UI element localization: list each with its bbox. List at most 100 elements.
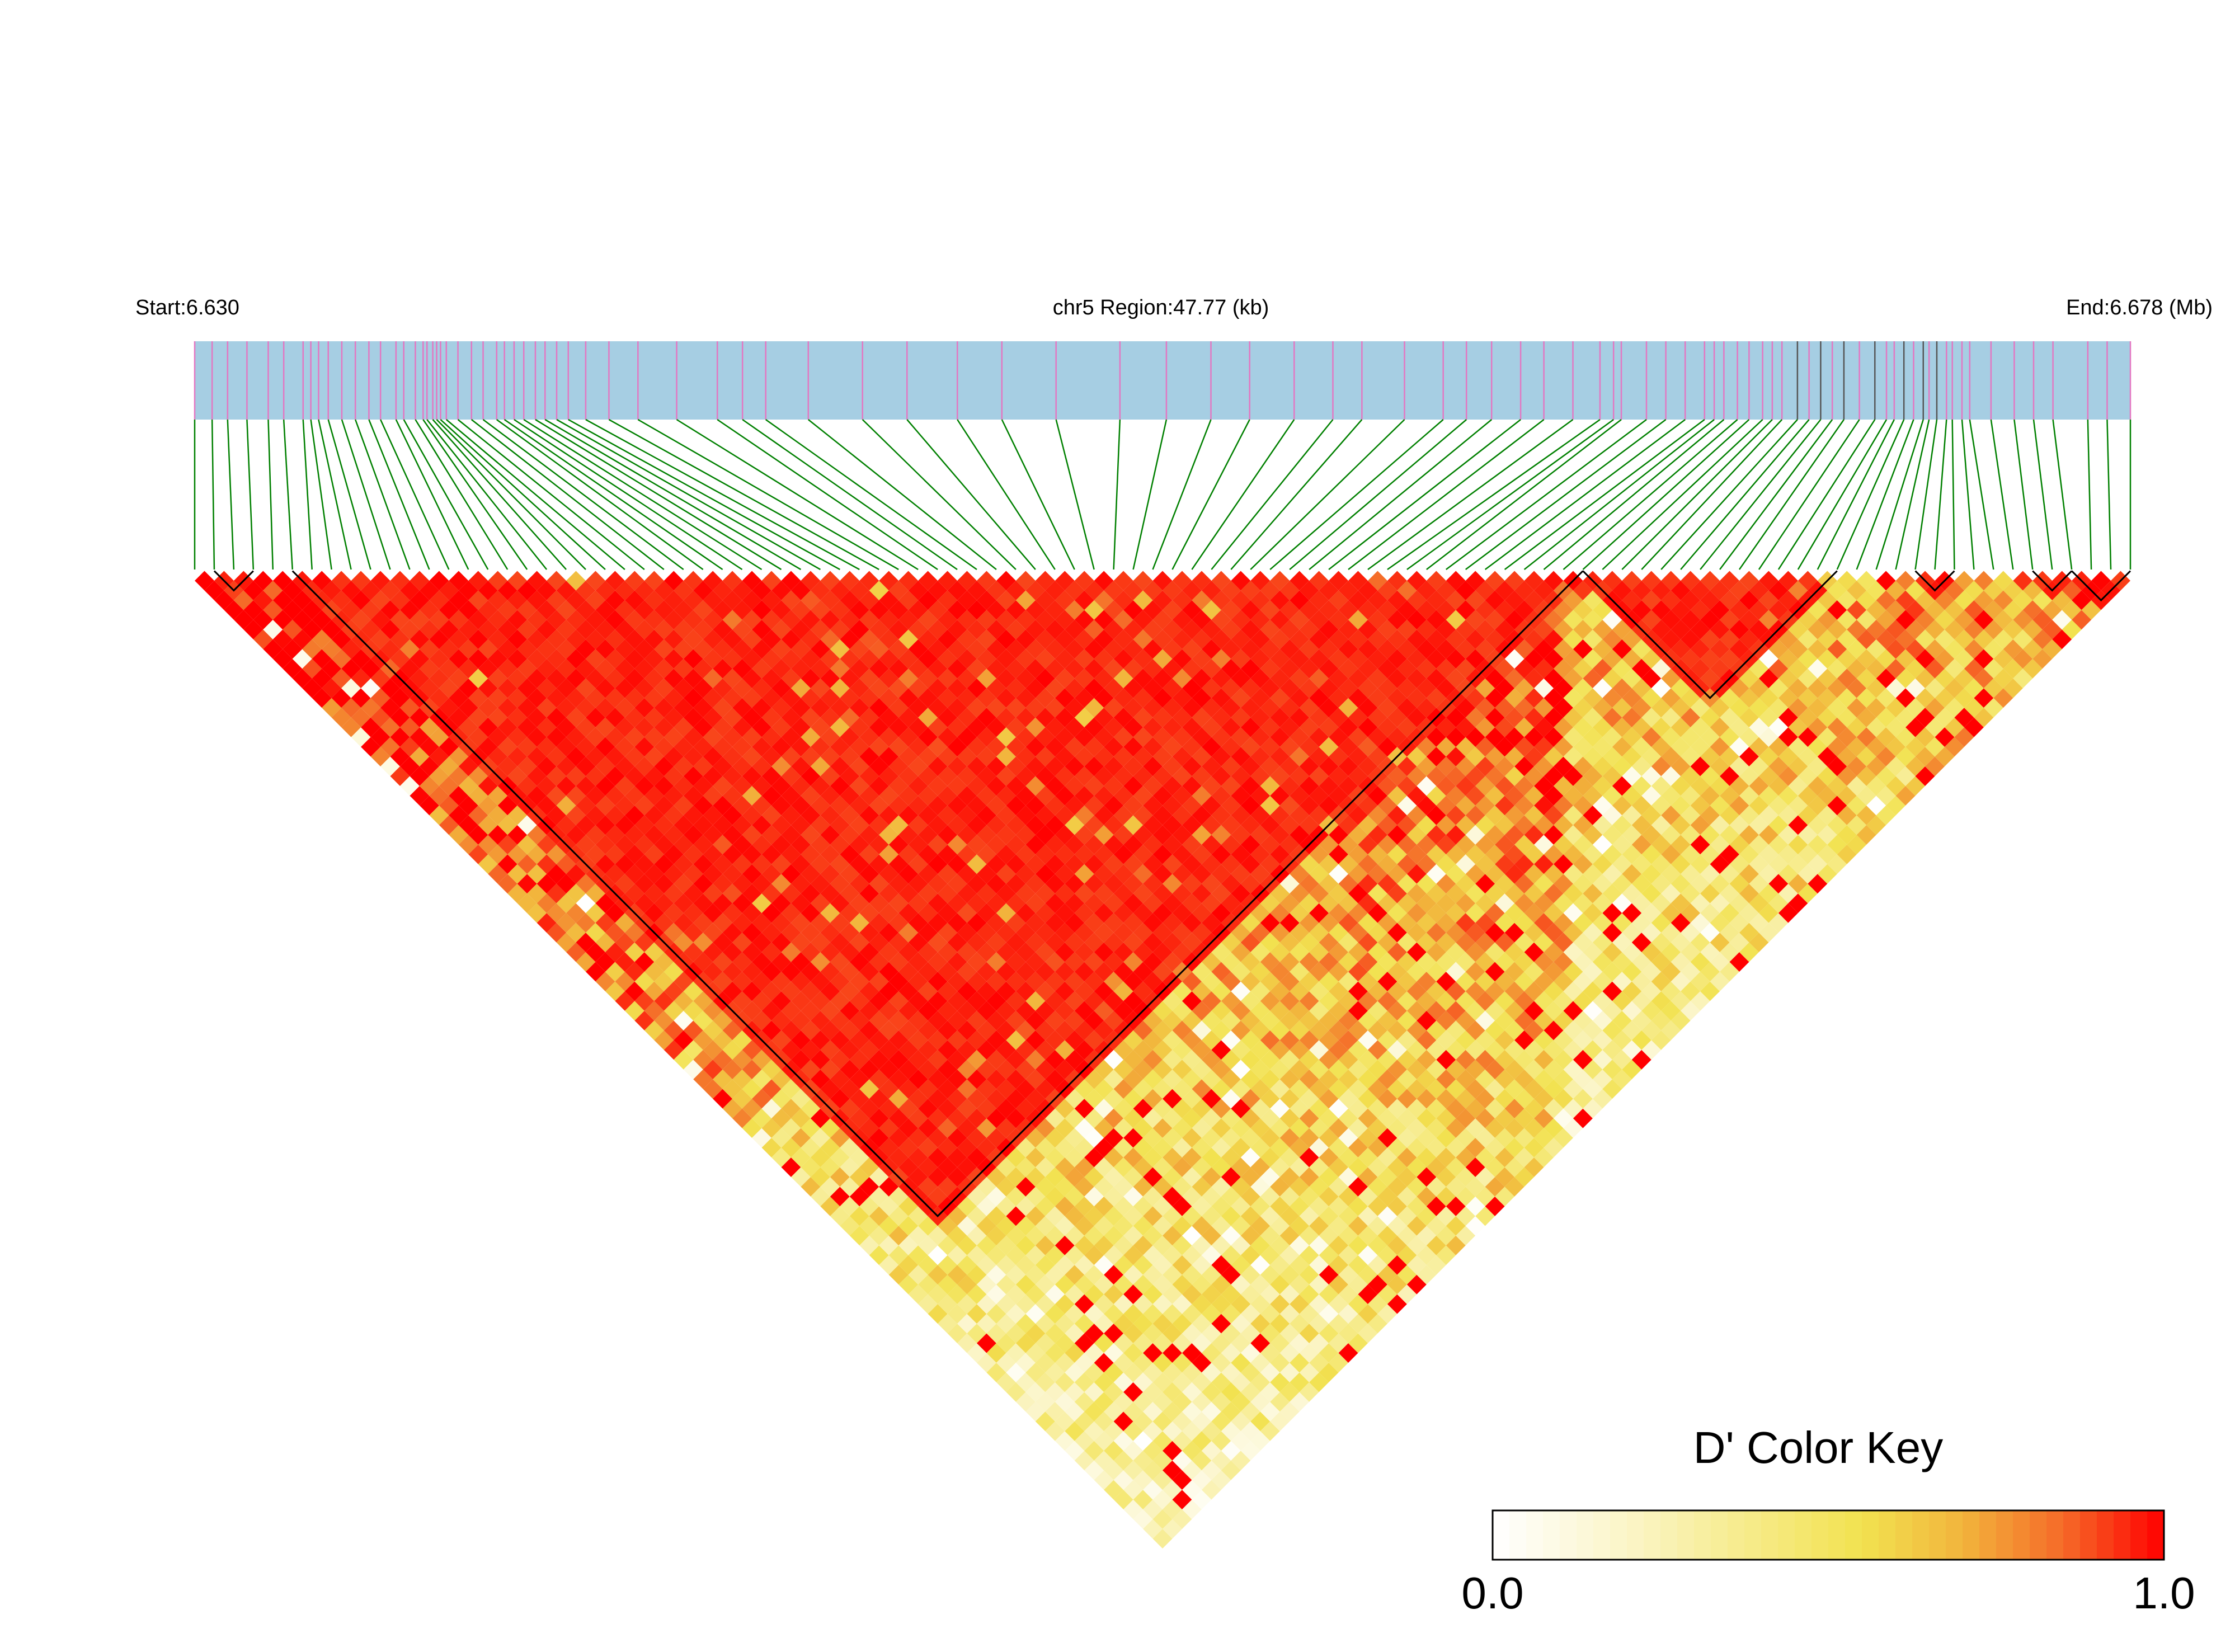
ld-cell bbox=[1406, 1001, 1427, 1021]
ld-cell bbox=[1015, 590, 1036, 610]
ld-cell bbox=[1524, 942, 1544, 962]
ld-cell bbox=[1573, 854, 1593, 874]
ld-cell bbox=[1622, 708, 1642, 728]
ld-cell bbox=[1192, 1216, 1212, 1236]
ld-cell bbox=[272, 610, 293, 630]
ld-cell bbox=[302, 619, 322, 639]
ld-cell bbox=[703, 883, 723, 903]
ld-cell bbox=[683, 903, 703, 923]
snp-connector bbox=[1700, 419, 1822, 570]
ld-cell bbox=[1534, 1030, 1554, 1050]
ld-cell bbox=[1250, 1431, 1271, 1451]
ld-cell bbox=[820, 903, 840, 923]
ld-cell bbox=[1417, 952, 1437, 972]
ld-cell bbox=[1201, 952, 1221, 972]
ld-cell bbox=[918, 1157, 938, 1177]
ld-cell bbox=[263, 600, 283, 620]
ld-cell bbox=[1553, 1030, 1573, 1050]
ld-cell bbox=[1319, 1362, 1339, 1382]
ld-cell bbox=[1231, 747, 1251, 767]
ld-cell bbox=[1612, 815, 1632, 835]
ld-cell bbox=[1290, 1040, 1310, 1060]
ld-cell bbox=[1397, 678, 1417, 698]
ld-cell bbox=[1729, 698, 1749, 718]
ld-cell bbox=[1074, 1138, 1094, 1158]
ld-cell bbox=[1817, 766, 1837, 786]
ld-cell bbox=[1172, 1099, 1192, 1119]
ld-cell bbox=[1250, 571, 1271, 591]
ld-cell bbox=[1406, 1118, 1427, 1138]
ld-cell bbox=[1201, 619, 1221, 639]
ld-cell bbox=[1592, 678, 1612, 698]
ld-cell bbox=[840, 1176, 860, 1197]
ld-cell bbox=[654, 776, 674, 796]
ld-cell bbox=[722, 864, 742, 884]
ld-cell bbox=[957, 1001, 977, 1021]
ld-cell bbox=[654, 639, 674, 659]
ld-cell bbox=[967, 1089, 987, 1109]
ld-cell bbox=[996, 825, 1016, 845]
ld-cell bbox=[399, 658, 420, 679]
ld-cell bbox=[674, 913, 694, 933]
ld-cell bbox=[1250, 747, 1271, 767]
ld-cell bbox=[556, 815, 576, 835]
ld-cell bbox=[1397, 1108, 1417, 1128]
ld-cell bbox=[1338, 952, 1358, 972]
ld-cell bbox=[918, 1079, 938, 1099]
ld-cell bbox=[1094, 1157, 1114, 1177]
ld-cell bbox=[1240, 1362, 1260, 1382]
ld-cell bbox=[1426, 629, 1446, 649]
ld-cell bbox=[1152, 766, 1173, 786]
ld-cell bbox=[1475, 815, 1495, 835]
ld-cell bbox=[1534, 619, 1554, 639]
ld-cell bbox=[1504, 844, 1524, 864]
ld-cell bbox=[1485, 629, 1505, 649]
ld-cell bbox=[683, 864, 703, 884]
ld-cell bbox=[1456, 854, 1476, 874]
snp-connector bbox=[637, 418, 899, 571]
ld-cell bbox=[214, 590, 234, 610]
ld-cell bbox=[1573, 698, 1593, 718]
ld-cell bbox=[908, 952, 928, 972]
ld-cell bbox=[1015, 981, 1036, 1001]
ld-cell bbox=[742, 1001, 762, 1021]
ld-cell bbox=[674, 815, 694, 835]
ld-cell bbox=[674, 933, 694, 953]
ld-cell bbox=[478, 619, 498, 639]
ld-cell bbox=[1192, 1333, 1212, 1353]
ld-cell bbox=[263, 619, 283, 639]
ld-cell bbox=[1847, 698, 1867, 718]
ld-cell bbox=[1631, 1049, 1651, 1070]
ld-cell bbox=[683, 1001, 703, 1021]
ld-cell bbox=[1406, 708, 1427, 728]
ld-cell bbox=[497, 737, 517, 757]
ld-cell bbox=[1358, 737, 1378, 757]
ld-cell bbox=[928, 776, 948, 796]
ld-cell bbox=[1035, 1079, 1055, 1099]
ld-cell bbox=[1631, 1010, 1651, 1030]
ld-cell bbox=[1534, 776, 1554, 796]
ld-cell bbox=[1465, 1020, 1485, 1041]
ld-cell bbox=[634, 756, 655, 776]
ld-cell bbox=[1377, 600, 1398, 620]
ld-cell bbox=[1240, 991, 1260, 1011]
ld-cell bbox=[1104, 1460, 1124, 1480]
ld-cell bbox=[1172, 981, 1192, 1001]
ld-cell bbox=[771, 639, 791, 659]
ld-cell bbox=[986, 581, 1006, 600]
ld-cell bbox=[1367, 590, 1387, 610]
ld-cell bbox=[1074, 1196, 1094, 1216]
ld-cell bbox=[1553, 776, 1573, 796]
ld-cell bbox=[859, 1020, 879, 1041]
ld-cell bbox=[1671, 756, 1691, 776]
ld-cell bbox=[791, 1049, 811, 1070]
ld-cell bbox=[1260, 1343, 1280, 1363]
ld-cell bbox=[380, 619, 400, 639]
ld-cell bbox=[752, 815, 772, 835]
ld-cell bbox=[1426, 962, 1446, 982]
ld-cell bbox=[1094, 649, 1114, 669]
ld-cell bbox=[1104, 678, 1124, 698]
ld-cell bbox=[1817, 825, 1837, 845]
ld-cell bbox=[1250, 844, 1271, 864]
ld-cell bbox=[1729, 796, 1749, 816]
